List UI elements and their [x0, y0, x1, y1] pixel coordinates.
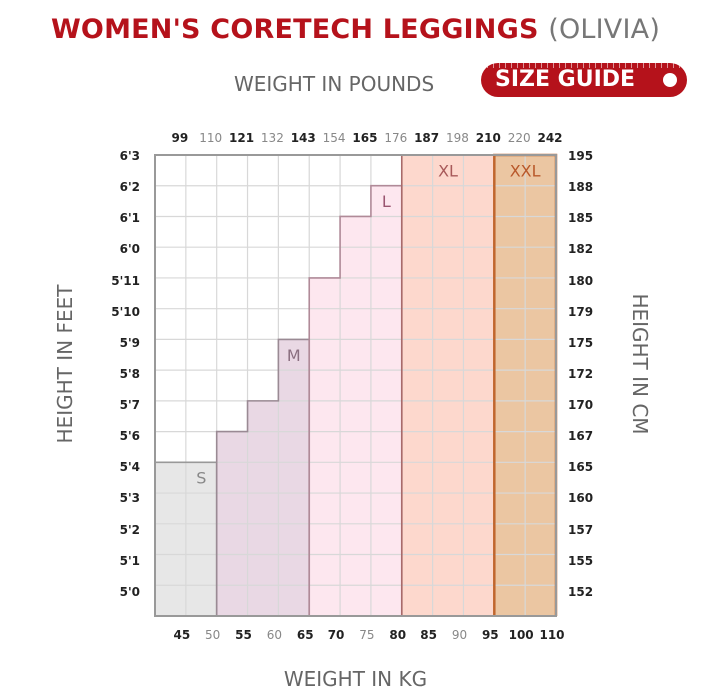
- size-band-xl: [401, 155, 495, 616]
- feet-tick: 5'4: [119, 460, 140, 475]
- feet-tick: 6'0: [119, 242, 140, 257]
- kg-tick: 110: [539, 628, 565, 642]
- lbs-tick: 154: [322, 131, 346, 145]
- cm-tick: 182: [568, 242, 594, 257]
- height-feet-title: HEIGHT IN FEET: [53, 284, 77, 444]
- lbs-tick: 132: [260, 131, 284, 145]
- cm-tick: 180: [568, 273, 594, 288]
- size-label-s: S: [196, 469, 206, 488]
- feet-tick: 5'3: [119, 491, 140, 506]
- feet-tick: 5'6: [119, 429, 140, 444]
- size-band-m: [216, 339, 310, 616]
- feet-tick: 6'2: [119, 180, 140, 195]
- cm-tick: 195: [568, 149, 594, 163]
- kg-tick: 85: [420, 628, 437, 642]
- cm-tick: 170: [568, 398, 594, 413]
- kg-tick: 55: [235, 628, 252, 642]
- lbs-tick: 210: [475, 131, 501, 145]
- feet-tick: 5'7: [119, 398, 140, 413]
- feet-tick: 5'2: [119, 522, 140, 537]
- lbs-tick: 110: [199, 131, 223, 145]
- kg-tick: 50: [205, 628, 221, 642]
- cm-tick: 185: [568, 211, 594, 226]
- lbs-tick: 99: [171, 131, 189, 145]
- tape-measure-icon: [663, 73, 677, 87]
- cm-tick: 157: [568, 522, 594, 537]
- feet-tick: 6'1: [119, 211, 140, 226]
- kg-tick: 100: [508, 628, 534, 642]
- weight-kg-title: WEIGHT IN KG: [283, 667, 428, 691]
- height-cm-title: HEIGHT IN CM: [628, 293, 652, 435]
- feet-tick: 5'11: [111, 273, 140, 288]
- kg-tick: 90: [451, 628, 468, 642]
- lbs-tick: 143: [290, 131, 316, 145]
- size-label-xl: XL: [438, 161, 458, 180]
- kg-tick: 65: [296, 628, 314, 642]
- chart-frame: [154, 154, 557, 617]
- feet-tick: 5'9: [119, 335, 140, 350]
- size-band-border: [215, 338, 311, 616]
- kg-tick: 75: [359, 628, 375, 642]
- kg-tick: 45: [173, 628, 191, 642]
- kg-tick: 60: [266, 628, 283, 642]
- lbs-tick: 187: [414, 131, 440, 145]
- lbs-tick: 121: [229, 131, 255, 145]
- page-title: WOMEN'S CORETECH LEGGINGS (OLIVIA): [50, 14, 661, 45]
- cm-tick: 179: [568, 304, 594, 319]
- cm-tick: 172: [568, 366, 594, 381]
- size-band-border: [308, 184, 403, 616]
- cm-tick: 167: [568, 429, 594, 444]
- size-label-l: L: [382, 192, 391, 211]
- cm-tick: 152: [568, 584, 594, 599]
- lbs-tick: 242: [537, 131, 563, 145]
- size-label-xxl: XXL: [510, 161, 541, 180]
- lbs-tick: 165: [352, 131, 378, 145]
- cm-tick: 175: [568, 335, 594, 350]
- weight-pounds-title: WEIGHT IN POUNDS: [234, 72, 435, 96]
- cm-tick: 188: [568, 180, 594, 195]
- size-guide-badge: SIZE GUIDE: [481, 63, 687, 97]
- cm-tick: 165: [568, 460, 594, 475]
- lbs-tick: 176: [384, 131, 408, 145]
- lbs-tick: 220: [507, 131, 531, 145]
- kg-tick: 80: [389, 628, 407, 642]
- feet-tick: 5'1: [119, 553, 140, 568]
- size-label-m: M: [287, 346, 301, 365]
- cm-tick: 155: [568, 553, 594, 568]
- kg-tick: 70: [327, 628, 345, 642]
- cm-tick: 160: [568, 491, 594, 506]
- feet-tick: 5'0: [119, 584, 140, 599]
- feet-tick: 5'8: [119, 366, 140, 381]
- kg-tick: 95: [481, 628, 499, 642]
- feet-tick: 6'3: [119, 149, 140, 163]
- feet-tick: 5'10: [111, 304, 140, 319]
- lbs-tick: 198: [446, 131, 469, 145]
